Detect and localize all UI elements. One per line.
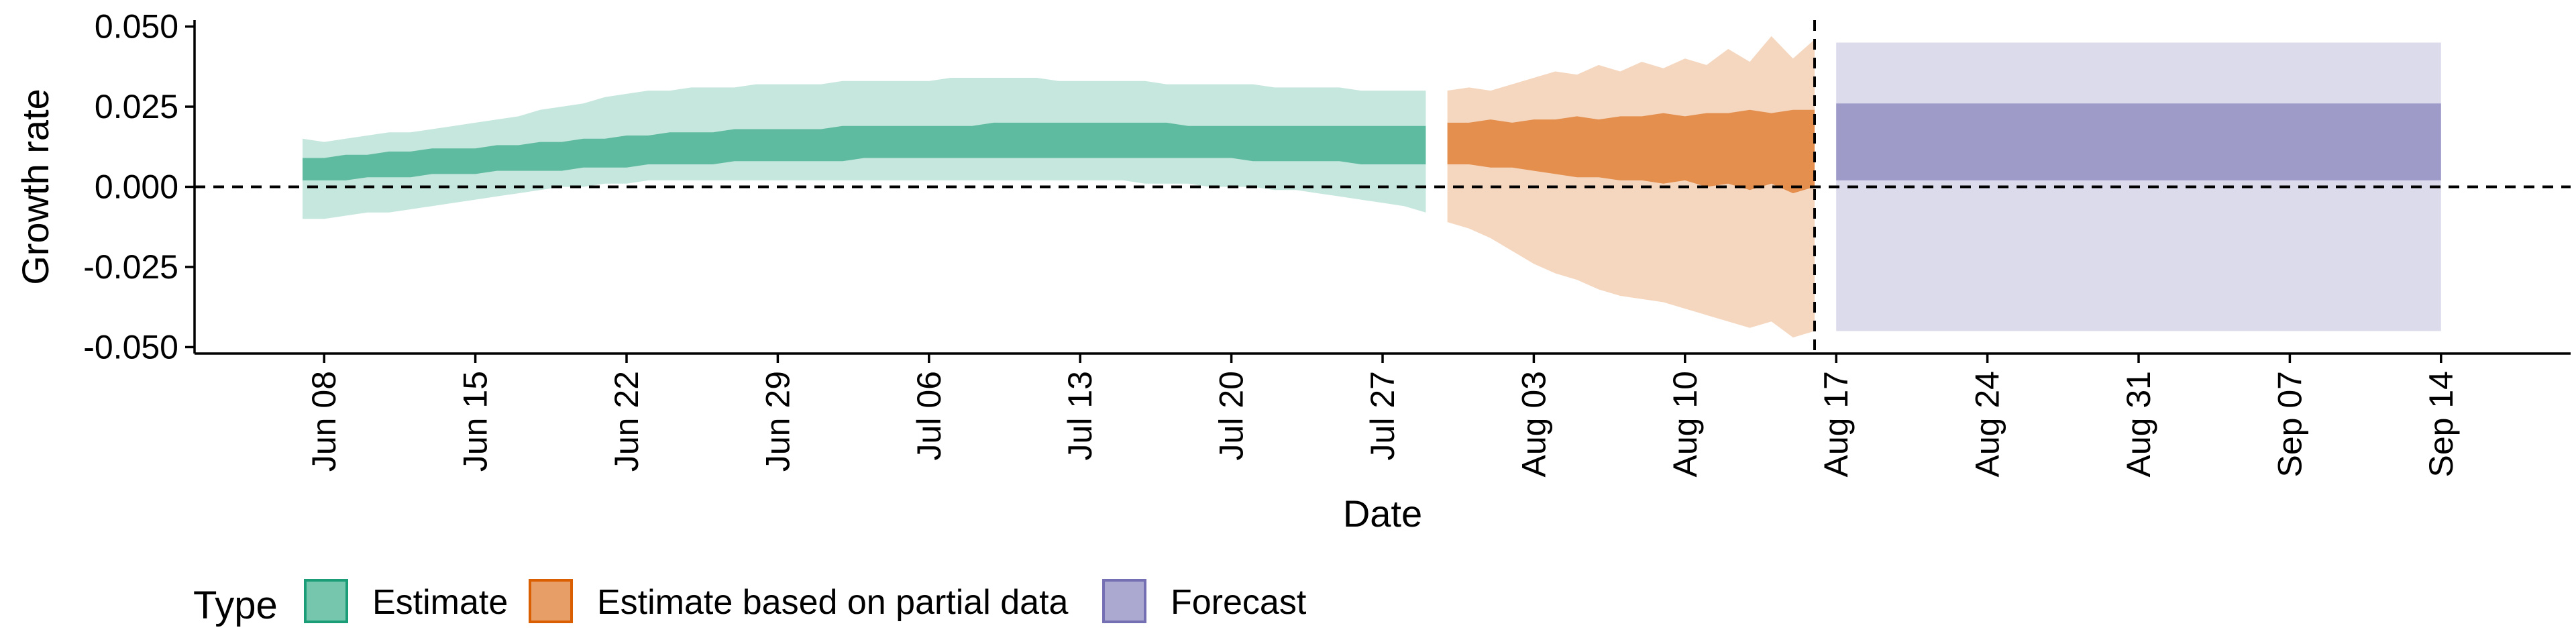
x-tick-label: Jul 27 <box>1364 371 1401 460</box>
y-tick-labels: 0.050 0.025 0.000 -0.025 -0.050 <box>83 8 178 366</box>
legend-key-forecast <box>1102 579 1146 623</box>
x-tick-label: Sep 07 <box>2271 371 2308 477</box>
legend-label-forecast: Forecast <box>1171 583 1307 622</box>
legend-label-estimate: Estimate <box>372 583 508 622</box>
legend: Type Estimate Estimate based on partial … <box>193 579 1307 627</box>
y-tick-label: -0.025 <box>83 248 178 286</box>
x-tick-label: Aug 03 <box>1515 371 1552 477</box>
y-tick-label: 0.025 <box>95 88 178 125</box>
x-tick-label: Aug 10 <box>1666 371 1704 477</box>
x-tick-label: Jun 22 <box>608 371 645 472</box>
x-tick-label: Jul 20 <box>1213 371 1250 460</box>
legend-label-partial-data: Estimate based on partial data <box>597 583 1069 622</box>
x-tick-label: Jun 15 <box>457 371 494 472</box>
legend-key-estimate <box>304 579 348 623</box>
x-tick-label: Aug 17 <box>1817 371 1855 477</box>
legend-key-partial-data <box>529 579 573 623</box>
x-tick-label: Sep 14 <box>2422 371 2460 477</box>
band-ci50-estimate <box>303 122 1426 180</box>
y-tick-label: 0.000 <box>95 168 178 206</box>
band-ci50-estimate-based-on-partial-data <box>1447 109 1815 194</box>
x-tick-label: Jun 08 <box>305 371 343 472</box>
y-tick-label: -0.050 <box>83 328 178 366</box>
legend-title: Type <box>193 584 278 627</box>
x-tick-labels: Jun 08 Jun 15 Jun 22 Jun 29 Jul 06 Jul 13 Jul … <box>305 371 2460 477</box>
y-tick-label: 0.050 <box>95 8 178 46</box>
x-tick-label: Jul 06 <box>910 371 948 460</box>
x-tick-label: Jul 13 <box>1061 371 1099 460</box>
x-tick-label: Aug 24 <box>1969 371 2006 477</box>
reference-line-layer <box>195 20 2571 354</box>
x-tick-label: Aug 31 <box>2120 371 2157 477</box>
axes-layer <box>185 20 2571 363</box>
x-axis-title: Date <box>1343 492 1422 535</box>
x-tick-label: Jun 29 <box>759 371 796 472</box>
y-axis-title: Growth rate <box>14 89 56 285</box>
band-ci50-forecast <box>1836 103 2441 180</box>
